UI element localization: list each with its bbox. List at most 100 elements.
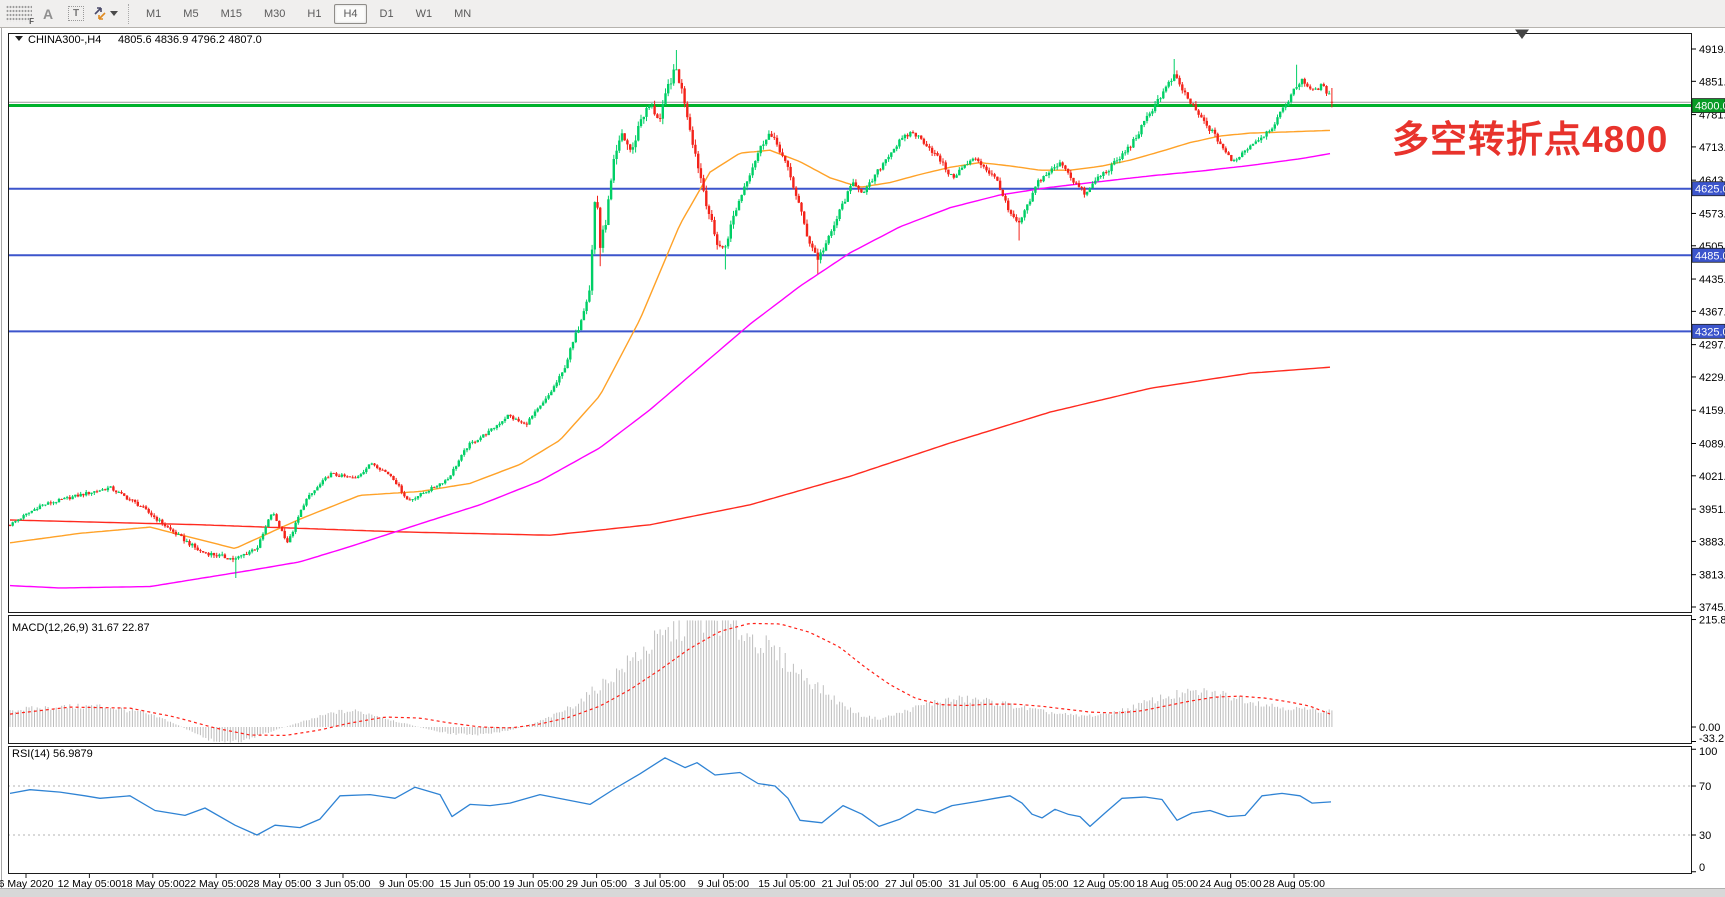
time-axis-label: 12 Aug 05:00 [1073,878,1135,890]
candle-body [1137,134,1140,139]
tab-timeframe-W1[interactable]: W1 [415,7,433,20]
candle-body [1246,149,1249,151]
candle-body [400,485,403,493]
candle-body [517,418,520,422]
candle-body [1192,103,1195,105]
chart-plot-area[interactable] [8,33,1691,612]
candle-body [316,487,319,491]
rsi-line [9,757,1332,836]
candle-body [1232,160,1236,161]
candle-body [879,169,882,171]
rsi-pane-border [8,746,1692,874]
tab-timeframe-H1[interactable]: H1 [307,7,322,20]
tab-timeframe-MN[interactable]: MN [454,7,472,20]
candle-body [1273,124,1276,129]
time-axis[interactable]: 6 May 2020 12 May 05:00 18 May 05:00 22 May… [0,874,1325,890]
candle-body [658,118,662,119]
candle-body [846,191,849,202]
candle-body [384,469,387,472]
main-chart-pane[interactable]: 4919.04851.04781.04713.04643.04573.04505… [8,33,1725,614]
chart-symbol-label: CHINA300-,H4 [28,34,101,46]
toolbar-separator [128,3,129,24]
chart-shift-marker-icon[interactable] [1515,29,1529,40]
candle-body [1241,152,1244,157]
candle-body [547,395,550,399]
rsi-plot-area[interactable] [8,746,1691,873]
candle-body [887,156,890,160]
candle-body [1015,217,1018,221]
candle-body [242,554,246,556]
candle-body [1238,157,1241,160]
candle-body [1311,88,1315,90]
candle-body [106,487,110,491]
candle-body [620,133,624,141]
candle-body [805,223,809,237]
rsi-axis-label: 30 [1699,830,1711,842]
rsi-pane[interactable]: 100 70 30 0 [8,746,1717,874]
candle-body [555,382,558,387]
candle-body [144,506,148,509]
tab-timeframe-M5[interactable]: M5 [183,7,199,20]
candle-body [259,539,262,548]
candle-body [626,140,629,145]
candle-body [868,182,871,187]
candle-body [286,538,289,543]
tab-timeframe-M1[interactable]: M1 [146,7,162,20]
candle-body [182,536,186,542]
price-axis[interactable]: 4919.04851.04781.04713.04643.04573.04505… [1691,44,1725,614]
candle-body [522,422,526,424]
candle-body [1023,210,1026,218]
candle-body [310,493,314,495]
candle-body [756,153,760,161]
candle-body [718,244,722,247]
candle-body [52,502,55,504]
candle-body [754,161,757,168]
candle-body [1107,171,1111,173]
candle-body [1085,192,1089,195]
time-axis-label: 6 May 2020 [0,878,54,890]
candle-body [1287,101,1290,106]
candle-body [223,554,227,559]
chart-menu-triangle-icon[interactable] [15,36,23,41]
chart-annotation-text[interactable]: 多空转折点4800 [1392,119,1668,160]
candle-body [318,484,322,488]
candle-body [112,486,115,491]
candle-body [8,525,12,526]
candle-body [231,558,235,560]
candle-body [142,506,145,508]
candle-body [476,440,479,442]
candle-body [248,551,251,555]
candle-body [683,88,686,104]
text-label-tool-button[interactable]: T [63,2,89,26]
candle-body [615,150,618,159]
time-axis-label: 12 May 05:00 [58,878,122,890]
candle-body [1115,160,1119,162]
candle-body [150,512,153,516]
arrange-arrows-button[interactable] [91,2,119,26]
candle-body [449,475,452,480]
tab-timeframe-D1[interactable]: D1 [379,7,394,20]
candle-body [1017,220,1021,223]
tab-timeframe-M30[interactable]: M30 [263,7,286,20]
candle-body [340,474,343,477]
indicator-grid-button[interactable]: F [5,2,34,26]
candle-body [204,552,207,554]
candle-body [14,521,17,523]
candle-body [843,201,847,204]
candle-body [245,554,248,555]
macd-pane[interactable]: 215.81 0.00-33.2 [8,615,1725,745]
font-tool-button[interactable]: A [35,2,61,26]
price-axis-label: 4229.0 [1699,372,1725,384]
tab-timeframe-M15[interactable]: M15 [220,7,242,20]
candle-body [966,164,969,165]
macd-plot-area[interactable] [8,615,1691,743]
tab-timeframe-H4[interactable]: H4 [334,3,367,24]
candle-body [136,501,139,506]
candle-body [308,495,311,499]
candle-body [1309,86,1312,89]
time-axis-label: 9 Jul 05:00 [698,878,750,890]
candle-body [936,153,939,156]
time-axis-label: 29 Jun 05:00 [566,878,627,890]
candle-body [947,169,950,175]
